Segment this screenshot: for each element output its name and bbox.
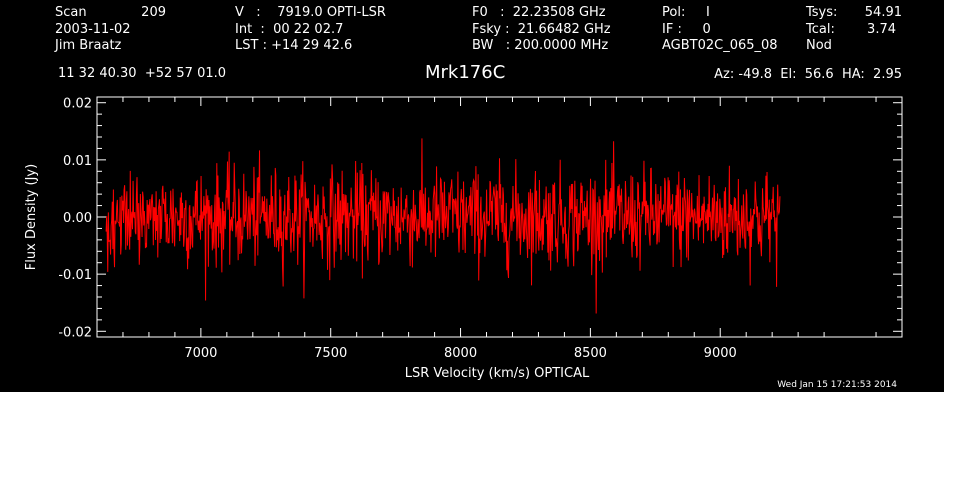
spectrum-trace [105,138,781,314]
tsys-value: 54.91 [864,5,902,20]
rest-frequency: F0 : 22.23508 GHz [472,5,606,20]
if-number: IF : 0 [662,22,711,37]
scan-number: 209 [141,5,166,20]
source-name: Mrk176C [425,62,506,83]
plot-timestamp: Wed Jan 15 17:21:53 2014 [777,380,897,390]
tcal-value: 3.74 [867,22,896,37]
axis-labels: 7000 7500 8000 8500 9000 -0.02 -0.01 0.00 0.01 0.… [24,97,737,381]
pointing-info: Az: -49.8 El: 56.6 HA: 2.95 [714,67,902,82]
x-axis-label: LSR Velocity (km/s) OPTICAL [405,366,590,381]
scan-label: Scan [55,5,87,20]
y-axis-label: Flux Density (Jy) [24,164,39,270]
axis-ticks [97,97,902,337]
source-coordinates: 11 32 40.30 +52 57 01.0 [58,66,227,81]
y-tick-label: 0.01 [63,154,92,169]
bandwidth: BW : 200.0000 MHz [472,38,609,53]
lst-value: LST : +14 29 42.6 [235,38,353,53]
y-tick-label: 0.00 [63,211,92,226]
polarization: Pol: I [662,5,710,20]
y-tick-label: 0.02 [63,97,92,112]
spectrum-panel: Scan 209 2003-11-02 Jim Braatz V : 7919.… [0,0,944,392]
project-id: AGBT02C_065_08 [662,38,778,53]
obs-date: 2003-11-02 [55,22,131,37]
observing-mode: Nod [806,38,832,53]
velocity-info: V : 7919.0 OPTI-LSR [235,5,386,20]
tsys-label: Tsys: [806,5,838,20]
y-tick-label: -0.02 [58,325,92,340]
x-tick-label: 8000 [444,346,477,361]
x-tick-label: 7500 [314,346,347,361]
tcal-label: Tcal: [806,22,835,37]
y-tick-label: -0.01 [58,268,92,283]
x-tick-label: 8500 [574,346,607,361]
x-tick-label: 9000 [704,346,737,361]
integration-time: Int : 00 22 02.7 [235,22,344,37]
spectrum-trace-layer [105,138,781,314]
observer-name: Jim Braatz [55,38,122,53]
spectrum-chart: 7000 7500 8000 8500 9000 -0.02 -0.01 0.00 0.01 0.… [24,96,903,381]
x-tick-label: 7000 [184,346,217,361]
sky-frequency: Fsky : 21.66482 GHz [472,22,611,37]
